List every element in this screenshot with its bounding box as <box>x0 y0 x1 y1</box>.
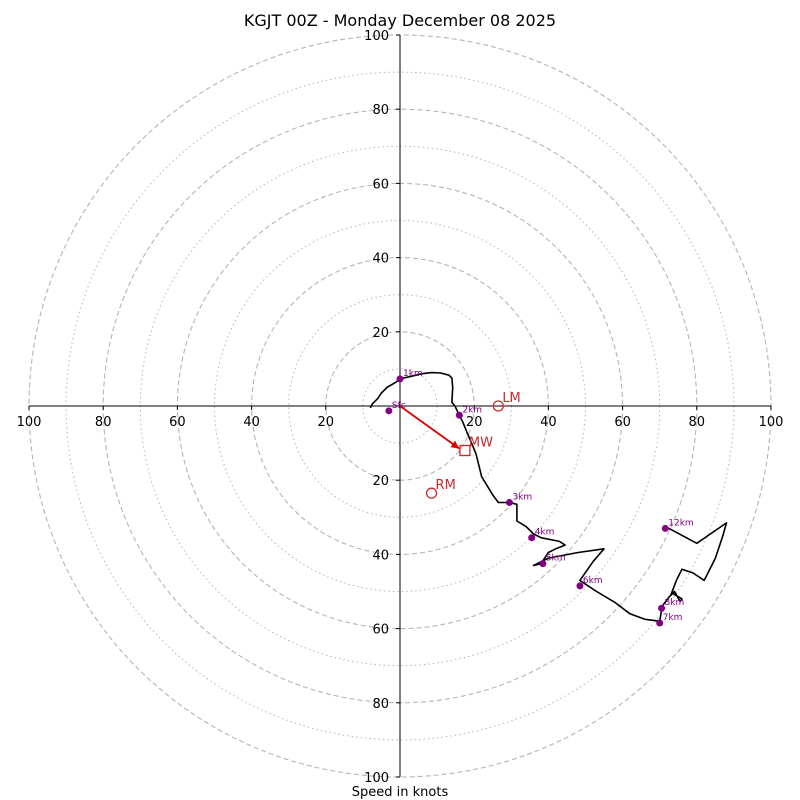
x-tick-label: 20 <box>466 415 483 430</box>
height-marker-Sfc <box>385 407 393 415</box>
y-tick-label: 100 <box>364 29 389 44</box>
height-marker-label: 7km <box>663 613 683 623</box>
y-tick-label: 20 <box>372 474 389 489</box>
height-marker-6km <box>576 582 584 590</box>
y-tick-label: 60 <box>372 177 389 192</box>
mean-wind-vector <box>399 405 460 450</box>
y-tick-label: 60 <box>372 623 389 638</box>
height-marker-1km <box>396 375 404 383</box>
axes: 100 80 60 40 20 20 40 60 80 100 100 80 60 40 20 20 40 60 8… <box>17 29 784 786</box>
height-marker-8km <box>658 604 666 612</box>
height-marker-label: 1km <box>403 369 423 379</box>
height-marker-4km <box>528 534 536 542</box>
height-marker-label: 3km <box>512 492 532 502</box>
storm-motion-label: LM <box>502 391 520 406</box>
storm-motion-marker-LM <box>492 400 504 412</box>
mean-wind-arrow-head <box>450 440 460 449</box>
height-marker-label: 2km <box>462 405 482 415</box>
height-marker-12km <box>661 524 669 532</box>
x-tick-label: 80 <box>689 415 706 430</box>
y-tick-label: 40 <box>372 252 389 267</box>
x-tick-label: 80 <box>95 415 112 430</box>
x-tick-label: 20 <box>318 415 335 430</box>
hodograph-trace <box>369 371 728 623</box>
storm-motion-marker-MW <box>459 444 471 457</box>
x-axis-label: Speed in knots <box>352 785 449 800</box>
y-tick-label: 40 <box>372 548 389 563</box>
height-marker-label: Sfc <box>392 401 406 411</box>
height-marker-label: 5km <box>546 554 566 564</box>
height-marker-2km <box>455 411 463 419</box>
height-marker-label: 8km <box>665 598 685 608</box>
storm-motion-marker-RM <box>425 487 438 499</box>
chart-title: KGJT 00Z - Monday December 08 2025 <box>244 11 556 30</box>
height-marker-label: 4km <box>535 528 555 538</box>
wind-profile <box>369 371 728 623</box>
storm-motions: MW LM RM <box>425 391 521 499</box>
height-marker-label: 6km <box>583 576 603 586</box>
height-marker-label: 12km <box>668 518 693 528</box>
x-tick-label: 60 <box>614 415 631 430</box>
x-tick-label: 40 <box>540 415 557 430</box>
x-tick-label: 60 <box>169 415 186 430</box>
x-tick-label: 40 <box>243 415 260 430</box>
y-tick-label: 20 <box>372 326 389 341</box>
storm-motion-label: MW <box>469 436 493 451</box>
x-tick-label: 100 <box>759 415 784 430</box>
mean-wind-arrow-shaft <box>399 405 460 450</box>
height-marker-3km <box>505 498 513 506</box>
y-tick-label: 80 <box>372 103 389 118</box>
storm-motion-label: RM <box>436 478 456 493</box>
height-marker-7km <box>656 619 664 627</box>
height-marker-5km <box>539 560 547 568</box>
y-tick-label: 100 <box>364 771 389 786</box>
height-markers: Sfc 1km 2km 3km 4km 5km 6km 7km 8km 12km <box>385 369 694 627</box>
x-tick-label: 100 <box>17 415 42 430</box>
y-tick-label: 80 <box>372 697 389 712</box>
